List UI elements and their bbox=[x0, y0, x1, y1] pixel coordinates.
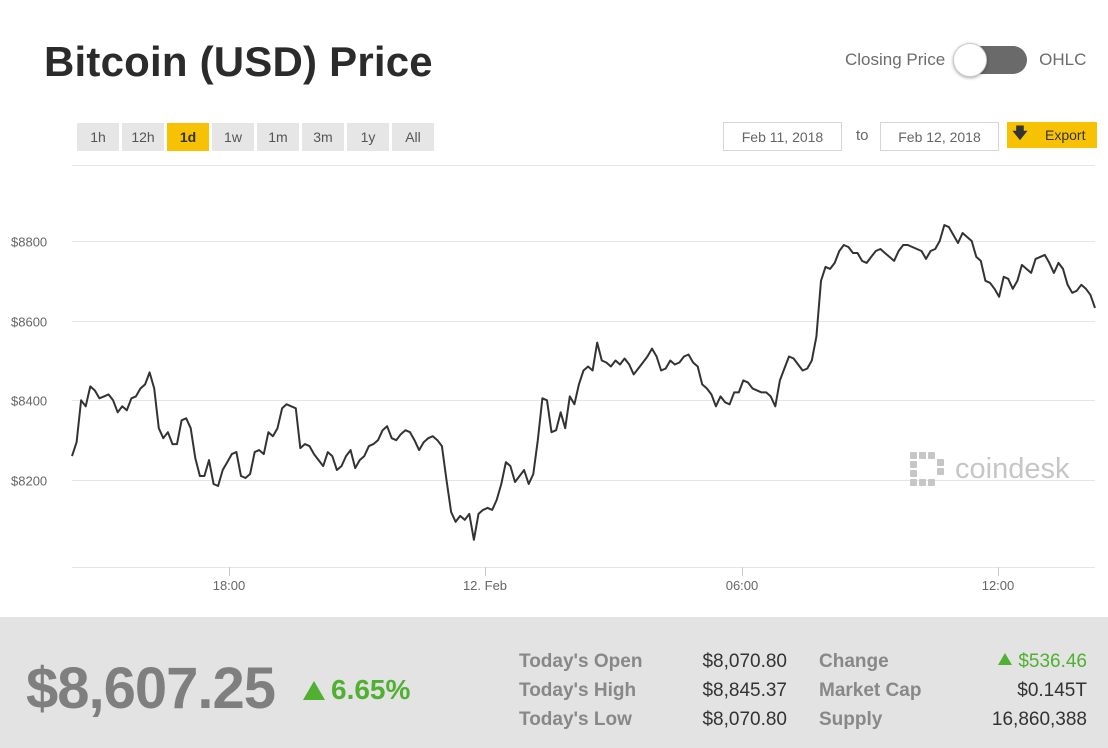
todays-low-label: Today's Low bbox=[519, 709, 632, 730]
range-button-1d[interactable]: 1d bbox=[167, 123, 209, 151]
y-axis-ticks: $8200 $8400 $8600 $8800 bbox=[11, 235, 47, 489]
todays-high-value: $8,845.37 bbox=[702, 680, 787, 701]
market-cap-label: Market Cap bbox=[819, 680, 922, 701]
coindesk-logo-icon bbox=[910, 452, 944, 486]
range-button-12h[interactable]: 12h bbox=[122, 123, 164, 151]
x-tick-label: 12. Feb bbox=[463, 578, 507, 593]
range-selector: 1h 12h 1d 1w 1m 3m 1y All bbox=[77, 123, 434, 151]
x-tick-label: 18:00 bbox=[213, 578, 246, 593]
date-to-separator: to bbox=[856, 127, 869, 144]
ohlc-label: OHLC bbox=[1039, 50, 1087, 69]
y-tick-label: $8800 bbox=[11, 235, 47, 250]
toggle-knob[interactable] bbox=[953, 43, 988, 77]
range-button-1h[interactable]: 1h bbox=[77, 123, 119, 151]
current-price: $8,607.25 bbox=[26, 656, 276, 721]
change-percent-value: 6.65% bbox=[331, 674, 411, 705]
closing-price-label: Closing Price bbox=[845, 50, 946, 69]
y-tick-label: $8400 bbox=[11, 394, 47, 409]
supply-value: 16,860,388 bbox=[991, 709, 1087, 730]
x-axis-ticks: 18:00 12. Feb 06:00 12:00 bbox=[213, 567, 1015, 593]
coindesk-logo: coindesk bbox=[910, 452, 1070, 486]
range-button-1m[interactable]: 1m bbox=[257, 123, 299, 151]
change-value: $536.46 bbox=[1018, 651, 1087, 672]
todays-open-label: Today's Open bbox=[519, 651, 643, 672]
change-percent: 6.65% bbox=[303, 674, 410, 706]
price-mode-toggle-group: Closing Price OHLC bbox=[845, 40, 1086, 80]
supply-label: Supply bbox=[819, 709, 883, 730]
y-tick-label: $8200 bbox=[11, 474, 47, 489]
page-title: Bitcoin (USD) Price bbox=[44, 38, 433, 85]
change-value-wrap: $536.46 bbox=[998, 651, 1087, 673]
export-button[interactable]: 🡇 Export bbox=[1007, 122, 1097, 148]
date-to-input[interactable]: Feb 12, 2018 bbox=[880, 122, 999, 151]
range-button-1w[interactable]: 1w bbox=[212, 123, 254, 151]
price-mode-toggle[interactable] bbox=[953, 43, 1028, 77]
chart-grid bbox=[72, 165, 1095, 568]
todays-open-value: $8,070.80 bbox=[702, 651, 787, 672]
x-tick-label: 12:00 bbox=[982, 578, 1015, 593]
range-button-1y[interactable]: 1y bbox=[347, 123, 389, 151]
price-chart: $8200 $8400 $8600 $8800 18:00 12. Feb 06:00 12… bbox=[11, 165, 1096, 593]
change-up-icon bbox=[998, 653, 1013, 665]
range-button-all[interactable]: All bbox=[392, 123, 434, 151]
up-triangle-icon bbox=[303, 680, 325, 700]
todays-low-value: $8,070.80 bbox=[702, 709, 787, 730]
coindesk-wordmark: coindesk bbox=[955, 453, 1070, 485]
change-label: Change bbox=[819, 651, 889, 672]
x-tick-label: 06:00 bbox=[726, 578, 759, 593]
download-arrow-icon: 🡇 bbox=[1012, 124, 1028, 142]
price-line-series bbox=[71, 224, 1096, 541]
date-from-input[interactable]: Feb 11, 2018 bbox=[723, 122, 842, 151]
range-button-3m[interactable]: 3m bbox=[302, 123, 344, 151]
y-tick-label: $8600 bbox=[11, 315, 47, 330]
todays-high-label: Today's High bbox=[519, 680, 637, 701]
export-label: Export bbox=[1045, 127, 1086, 143]
market-cap-value: $0.145T bbox=[1017, 680, 1087, 701]
price-summary-panel: $8,607.25 6.65% Today's Open $8,070.80 T… bbox=[0, 617, 1108, 748]
